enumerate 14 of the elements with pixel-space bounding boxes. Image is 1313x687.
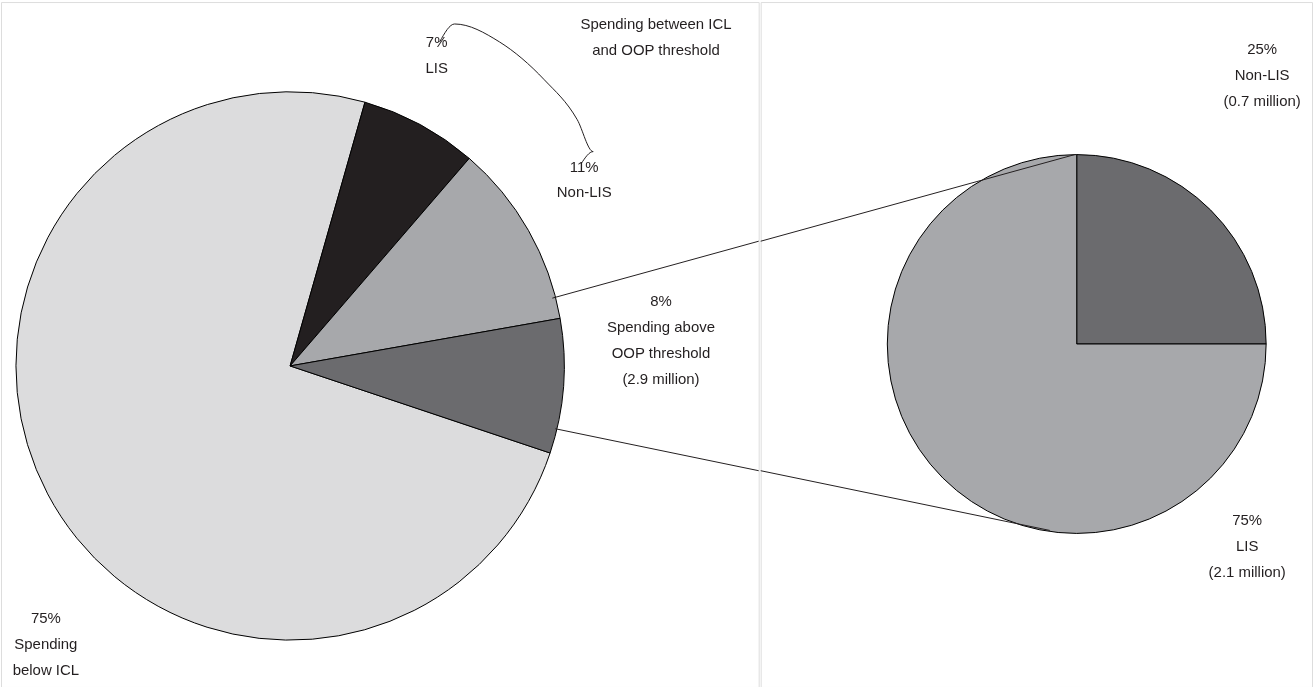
text: Spending between ICL and OOP threshold — [580, 14, 732, 58]
slice-label: LIS — [425, 58, 448, 76]
slice-label: Non-LIS — [556, 183, 612, 201]
data-label: 8% — [650, 292, 672, 310]
slice-label: Spending below ICL — [12, 635, 80, 678]
pie-slice — [886, 154, 1267, 534]
slice-label: Non-LIS (0.7 million) — [1223, 65, 1301, 109]
data-label: 75% — [30, 609, 61, 627]
data-label: 7% — [425, 32, 448, 50]
data-label: 11% — [569, 157, 599, 175]
slice-label: LIS (2.1 million) — [1208, 537, 1286, 581]
data-label: 25% — [1247, 39, 1278, 57]
data-label: 75% — [1232, 511, 1263, 529]
slice-label: Spending above OOP threshold (2.9 million) — [606, 318, 715, 387]
